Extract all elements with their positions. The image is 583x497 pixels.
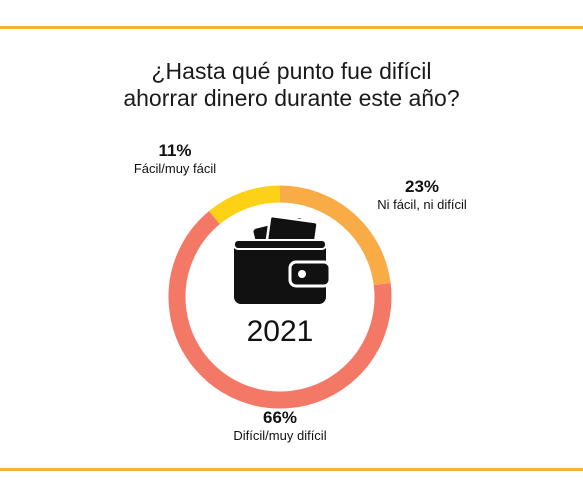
wallet-icon [233,214,332,304]
top-divider [0,26,583,29]
slice-label-neutral: 23% Ni fácil, ni difícil [362,177,482,213]
title-line-1: ¿Hasta qué punto fue difícil [151,58,432,84]
bottom-divider [0,468,583,471]
slice-category-easy: Fácil/muy fácil [133,161,217,176]
slice-category-difficult: Difícil/muy difícil [233,428,327,443]
slice-value-easy: 11% [158,141,192,160]
slice-label-difficult: 66% Difícil/muy difícil [215,408,345,444]
slice-value-difficult: 66% [262,408,298,427]
donut-slices [168,185,392,409]
slice-category-neutral: Ni fácil, ni difícil [377,197,467,212]
donut-slice-easy [208,185,281,225]
slice-value-neutral: 23% [404,177,440,196]
chart-title: ¿Hasta qué punto fue difícil ahorrar din… [0,58,583,112]
slice-label-easy: 11% Fácil/muy fácil [120,141,230,177]
title-line-2: ahorrar dinero durante este año? [123,85,460,111]
donut-slice-difficult [168,211,392,409]
donut-slice-neutral [279,185,391,286]
year-label: 2021 [246,315,314,348]
